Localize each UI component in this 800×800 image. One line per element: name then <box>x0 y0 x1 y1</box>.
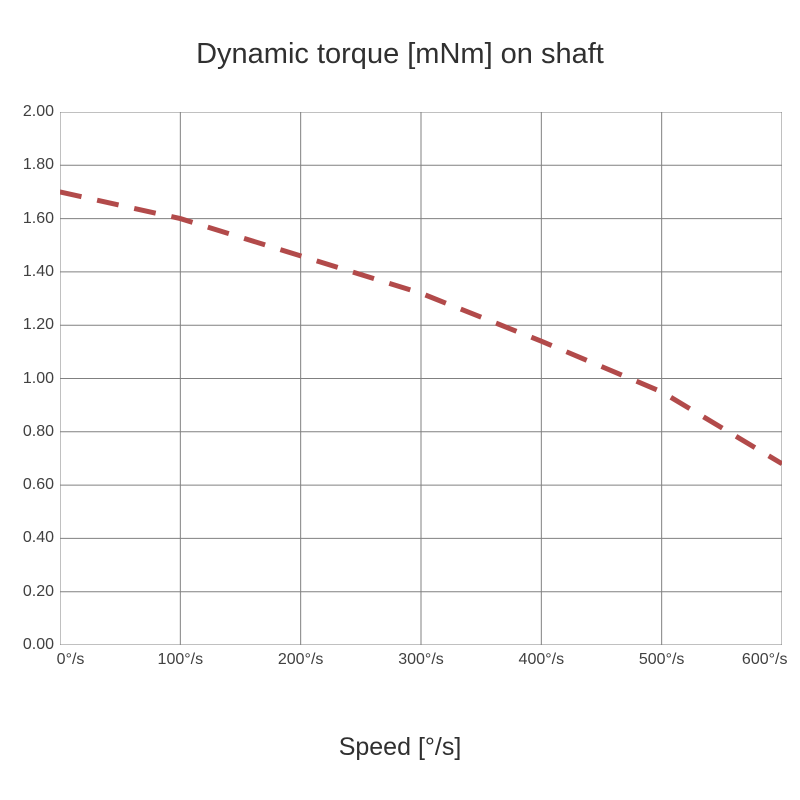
y-tick-label: 1.00 <box>23 370 54 388</box>
chart-title: Dynamic torque [mNm] on shaft <box>0 38 800 71</box>
y-tick-label: 1.40 <box>23 263 54 281</box>
chart-svg <box>60 112 782 645</box>
x-tick-label: 300°/s <box>398 651 444 669</box>
y-tick-label: 0.20 <box>23 583 54 601</box>
x-tick-label: 400°/s <box>519 651 565 669</box>
y-tick-label: 2.00 <box>23 103 54 121</box>
y-tick-label: 1.20 <box>23 316 54 334</box>
x-tick-label: 100°/s <box>158 651 204 669</box>
x-tick-label: 600°/s <box>742 651 788 669</box>
x-tick-label: 500°/s <box>639 651 685 669</box>
x-axis-label: Speed [°/s] <box>0 733 800 762</box>
y-tick-label: 0.80 <box>23 423 54 441</box>
y-tick-label: 0.60 <box>23 476 54 494</box>
y-tick-label: 1.80 <box>23 156 54 174</box>
x-tick-label: 200°/s <box>278 651 324 669</box>
y-tick-label: 1.60 <box>23 210 54 228</box>
y-tick-label: 0.00 <box>23 636 54 654</box>
plot-area: 0.000.200.400.600.801.001.201.401.601.80… <box>60 112 782 645</box>
y-tick-label: 0.40 <box>23 529 54 547</box>
x-tick-label: 0°/s <box>57 651 85 669</box>
